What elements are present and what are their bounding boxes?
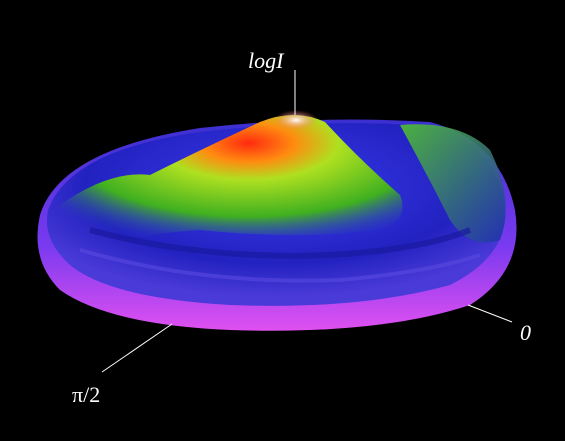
page: logI 0 π/2 (() => { const data = JSON.pa… bbox=[0, 0, 565, 441]
radial-axis-left bbox=[102, 324, 172, 372]
axis-label: π/2 bbox=[72, 382, 100, 407]
axis-label: 0 bbox=[520, 320, 531, 345]
surface-plot: logI 0 π/2 bbox=[0, 0, 565, 441]
peak-highlight bbox=[274, 110, 318, 130]
radial-axis-right bbox=[468, 305, 512, 322]
axis-label: logI bbox=[248, 48, 285, 73]
